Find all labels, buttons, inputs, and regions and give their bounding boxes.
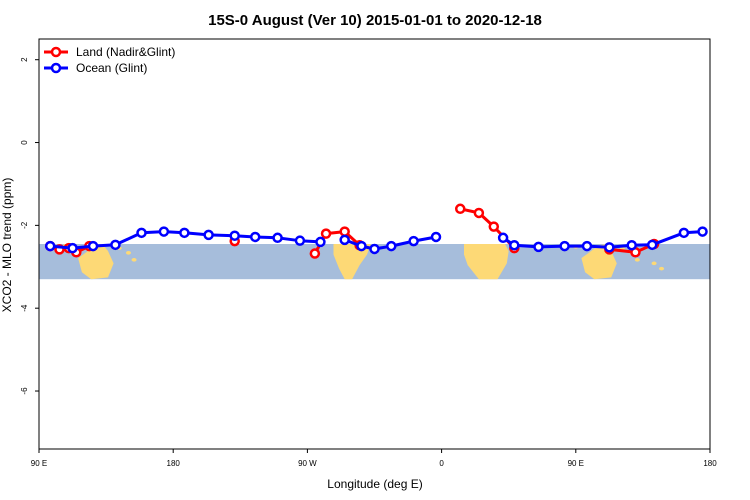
x-tick-label: 180 [167, 459, 181, 468]
axis-ticks: 90 E 180 90 W 0 90 E 180 2 0 -2 -4 -6 [20, 57, 717, 468]
data-point-ocean [646, 239, 658, 251]
data-point-ocean [249, 231, 261, 243]
data-point-land [488, 221, 500, 232]
y-tick-label: -2 [20, 221, 29, 229]
y-tick-label: -6 [20, 387, 29, 395]
data-point-ocean [509, 239, 520, 251]
data-point-ocean [158, 226, 170, 237]
x-tick-label: 90 E [31, 459, 47, 468]
series-line-land [459, 207, 516, 250]
chart-title: 15S-0 August (Ver 10) 2015-01-01 to 2020… [208, 12, 542, 29]
data-point-ocean [386, 240, 397, 252]
x-tick-label: 180 [703, 459, 717, 468]
data-point-ocean [408, 235, 419, 247]
data-point-ocean [533, 241, 544, 253]
data-point-ocean [369, 243, 380, 255]
legend: Land (Nadir&Glint) Ocean (Glint) [44, 45, 175, 75]
data-point-ocean [315, 236, 326, 248]
data-point-ocean [339, 234, 350, 246]
y-axis-label: XCO2 - MLO trend (ppm) [0, 178, 14, 313]
legend-marker-ocean [50, 62, 62, 74]
data-point-ocean [136, 227, 147, 239]
plot-frame [38, 38, 711, 450]
data-point-ocean [604, 242, 615, 253]
x-tick-label: 0 [439, 459, 444, 468]
series-layer [44, 203, 708, 259]
x-axis-label: Longitude (deg E) [327, 477, 422, 491]
data-point-ocean [626, 239, 637, 251]
data-point-ocean [110, 239, 121, 251]
island [131, 258, 137, 262]
y-tick-label: 2 [20, 57, 29, 62]
data-point-ocean [203, 229, 214, 241]
land-shape [464, 244, 509, 280]
data-point-ocean [356, 240, 367, 252]
data-point-ocean [229, 230, 240, 241]
data-point-ocean [87, 240, 99, 252]
land-shape [78, 244, 114, 280]
island [659, 266, 665, 271]
data-point-ocean [430, 231, 442, 243]
x-tick-label: 90 W [298, 459, 317, 468]
data-point-ocean [697, 226, 708, 237]
data-point-ocean [497, 232, 509, 244]
y-tick-label: 0 [20, 140, 29, 145]
data-point-land [454, 203, 466, 215]
island [634, 258, 640, 262]
series-line-ocean [502, 230, 703, 249]
y-tick-label: -4 [20, 304, 29, 312]
legend-label-land: Land (Nadir&Glint) [76, 45, 175, 59]
data-point-land [309, 248, 321, 259]
data-point-ocean [294, 235, 306, 246]
data-point-ocean [581, 240, 593, 252]
legend-label-ocean: Ocean (Glint) [76, 61, 147, 75]
x-tick-label: 90 E [568, 459, 584, 468]
data-point-land [339, 226, 350, 237]
data-point-land [473, 207, 485, 219]
data-point-ocean [272, 232, 283, 244]
data-point-ocean [179, 227, 190, 239]
data-point-ocean [67, 242, 78, 254]
land-shape [333, 244, 371, 280]
legend-marker-land [50, 46, 62, 58]
island [125, 251, 131, 255]
island [651, 261, 657, 266]
data-point-ocean [678, 227, 690, 239]
data-point-ocean [559, 240, 570, 252]
data-point-ocean [44, 240, 56, 252]
data-point-land [320, 228, 332, 239]
